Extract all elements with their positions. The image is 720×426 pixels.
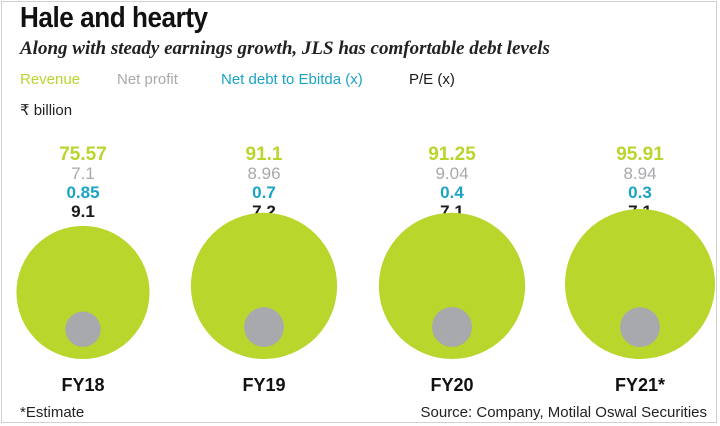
value-label-p-e-x-fy18: 9.1 (71, 202, 95, 221)
net-profit-bubble (620, 307, 660, 347)
category-label-fy18: FY18 (61, 375, 104, 395)
value-label-revenue-fy19: 91.1 (246, 144, 283, 165)
category-label-fy21: FY21* (615, 375, 665, 395)
legend-revenue: Revenue (20, 71, 81, 88)
chart-title: Hale and hearty (20, 2, 208, 34)
value-label-revenue-fy21: 95.91 (616, 144, 664, 165)
net-profit-bubble (432, 307, 472, 347)
value-label-net-debt-to-ebitda-x-fy20: 0.4 (440, 183, 464, 202)
source-note: Source: Company, Motilal Oswal Securitie… (420, 404, 708, 421)
value-label-net-profit-fy20: 9.04 (435, 164, 468, 183)
net-profit-bubble (65, 311, 101, 347)
net-profit-bubble (244, 307, 284, 347)
value-label-revenue-fy18: 75.57 (59, 144, 107, 165)
legend-net-profit: Net profit (117, 71, 178, 88)
revenue-bubble (190, 212, 338, 359)
value-label-net-profit-fy19: 8.96 (247, 164, 280, 183)
category-label-fy19: FY19 (242, 375, 285, 395)
value-label-revenue-fy20: 91.25 (428, 144, 476, 165)
value-label-net-profit-fy18: 7.1 (71, 164, 95, 183)
revenue-bubble (378, 212, 526, 359)
estimate-note: *Estimate (20, 404, 85, 421)
category-label-fy20: FY20 (430, 375, 473, 395)
legend-pe: P/E (x) (409, 71, 455, 88)
value-label-net-debt-to-ebitda-x-fy19: 0.7 (252, 183, 276, 202)
revenue-bubble (16, 225, 150, 359)
legend-net-debt: Net debt to Ebitda (x) (221, 71, 363, 88)
value-label-net-profit-fy21: 8.94 (623, 164, 656, 183)
revenue-bubble (565, 209, 715, 359)
chart-subtitle: Along with steady earnings growth, JLS h… (20, 38, 550, 59)
value-label-net-debt-to-ebitda-x-fy18: 0.85 (66, 183, 99, 202)
unit-label: ₹ billion (20, 102, 73, 119)
value-label-net-debt-to-ebitda-x-fy21: 0.3 (628, 183, 652, 202)
